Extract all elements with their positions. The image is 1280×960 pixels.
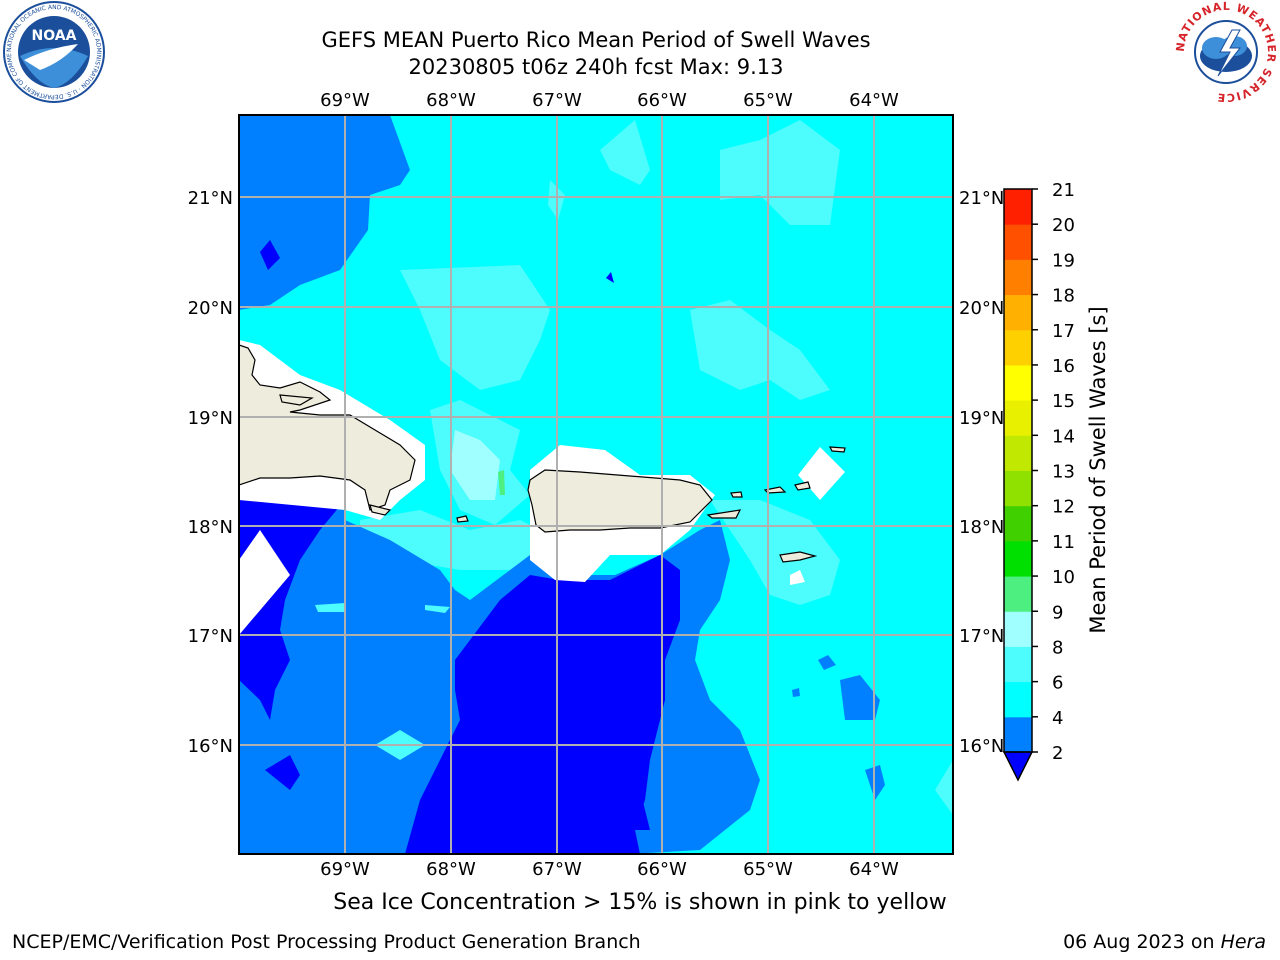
lat-label: 18°N bbox=[188, 517, 233, 538]
colorbar-segment bbox=[1004, 189, 1032, 225]
colorbar-tick-label: 6 bbox=[1052, 673, 1063, 694]
footer-date-text: 06 Aug 2023 on bbox=[1063, 931, 1221, 953]
gridlines bbox=[239, 115, 953, 854]
lat-label: 17°N bbox=[188, 626, 233, 647]
nws-logo: NATIONAL WEATHER SERVICE bbox=[1174, 0, 1277, 104]
hispaniola bbox=[239, 344, 416, 511]
lon-labels-bottom: 69°W 68°W 67°W 66°W 65°W 64°W bbox=[320, 859, 899, 880]
st-croix bbox=[779, 551, 818, 563]
colorbar-tick-label: 20 bbox=[1052, 215, 1075, 236]
lon-label: 67°W bbox=[532, 90, 582, 111]
colorbar-segment bbox=[1004, 400, 1032, 436]
colorbar-tick-label: 4 bbox=[1052, 708, 1063, 729]
lon-label: 64°W bbox=[849, 859, 899, 880]
lat-label: 21°N bbox=[188, 188, 233, 209]
colorbar-tick-label: 16 bbox=[1052, 356, 1075, 377]
colorbar-segment bbox=[1004, 259, 1032, 296]
lon-label: 66°W bbox=[637, 859, 687, 880]
vieques bbox=[706, 509, 742, 519]
colorbar-segment bbox=[1004, 611, 1032, 647]
lon-label: 68°W bbox=[426, 859, 476, 880]
lat-labels-left: 21°N 20°N 19°N 18°N 17°N 16°N bbox=[188, 188, 233, 757]
lat-label: 19°N bbox=[959, 408, 1004, 429]
lat-label: 20°N bbox=[959, 298, 1004, 319]
colorbar-tick-label: 18 bbox=[1052, 286, 1075, 307]
colorbar-segment bbox=[1004, 716, 1032, 753]
lon-label: 66°W bbox=[637, 90, 687, 111]
colorbar-segment bbox=[1004, 329, 1032, 366]
lat-label: 20°N bbox=[188, 298, 233, 319]
footer-machine: Hera bbox=[1220, 931, 1266, 953]
colorbar-ticks: 2 4 6 8 9 10 11 12 13 14 15 16 17 18 19 20 21 bbox=[1032, 180, 1075, 764]
lat-label: 19°N bbox=[188, 408, 233, 429]
lat-labels-right: 21°N 20°N 19°N 18°N 17°N 16°N bbox=[959, 188, 1004, 757]
lon-label: 67°W bbox=[532, 859, 582, 880]
svg-text:NOAA: NOAA bbox=[32, 28, 77, 44]
colorbar-tick-label: 9 bbox=[1052, 602, 1063, 623]
lat-label: 16°N bbox=[188, 736, 233, 757]
chart-title: GEFS MEAN Puerto Rico Mean Period of Swe… bbox=[321, 28, 871, 52]
colorbar-tick-label: 21 bbox=[1052, 180, 1075, 201]
colorbar-segment bbox=[1004, 576, 1032, 612]
chart-subtitle: 20230805 t06z 240h fcst Max: 9.13 bbox=[408, 55, 784, 79]
colorbar-segment bbox=[1004, 470, 1032, 507]
colorbar-segment bbox=[1004, 435, 1032, 471]
ocean-10-11 bbox=[498, 470, 505, 495]
lon-label: 69°W bbox=[320, 859, 370, 880]
colorbar-segment bbox=[1004, 364, 1032, 401]
colorbar-segment bbox=[1004, 681, 1032, 718]
colorbar-tick-label: 2 bbox=[1052, 743, 1063, 764]
lon-label: 64°W bbox=[849, 90, 899, 111]
colorbar-tick-label: 12 bbox=[1052, 497, 1075, 518]
lon-label: 69°W bbox=[320, 90, 370, 111]
footer-date: 06 Aug 2023 on Hera bbox=[1063, 931, 1266, 953]
colorbar-tick-label: 8 bbox=[1052, 637, 1063, 658]
sea-ice-note: Sea Ice Concentration > 15% is shown in … bbox=[333, 890, 947, 915]
colorbar-tick-label: 13 bbox=[1052, 462, 1075, 483]
colorbar-segment bbox=[1004, 294, 1032, 331]
colorbar-tick-label: 11 bbox=[1052, 532, 1075, 553]
colorbar-tick-label: 17 bbox=[1052, 321, 1075, 342]
colorbar-label: Mean Period of Swell Waves [s] bbox=[1086, 306, 1110, 633]
colorbar: 2 4 6 8 9 10 11 12 13 14 15 16 17 18 19 20 21 Mean Perio… bbox=[1002, 180, 1110, 782]
land bbox=[239, 344, 846, 563]
lat-label: 17°N bbox=[959, 626, 1004, 647]
colorbar-tick-label: 10 bbox=[1052, 567, 1075, 588]
lon-label: 65°W bbox=[743, 859, 793, 880]
lat-label: 16°N bbox=[959, 736, 1004, 757]
colorbar-tick-label: 15 bbox=[1052, 391, 1075, 412]
colorbar-segments bbox=[1004, 189, 1032, 753]
colorbar-segment bbox=[1004, 540, 1032, 577]
noaa-logo: NATIONAL OCEANIC AND ATMOSPHERIC ADMINIS… bbox=[2, 0, 105, 103]
colorbar-underflow bbox=[1002, 751, 1034, 782]
lon-label: 65°W bbox=[743, 90, 793, 111]
colorbar-segment bbox=[1004, 505, 1032, 542]
lon-label: 68°W bbox=[426, 90, 476, 111]
colorbar-segment bbox=[1004, 646, 1032, 683]
lon-labels-top: 69°W 68°W 67°W 66°W 65°W 64°W bbox=[320, 90, 899, 111]
colorbar-tick-label: 14 bbox=[1052, 426, 1075, 447]
mona bbox=[456, 515, 469, 523]
lat-label: 18°N bbox=[959, 517, 1004, 538]
footer-credit: NCEP/EMC/Verification Post Processing Pr… bbox=[12, 931, 641, 953]
map-frame bbox=[238, 114, 954, 855]
ocean-9-10 bbox=[450, 430, 500, 500]
colorbar-segment bbox=[1004, 224, 1032, 260]
colorbar-tick-label: 19 bbox=[1052, 250, 1075, 271]
lat-label: 21°N bbox=[959, 188, 1004, 209]
